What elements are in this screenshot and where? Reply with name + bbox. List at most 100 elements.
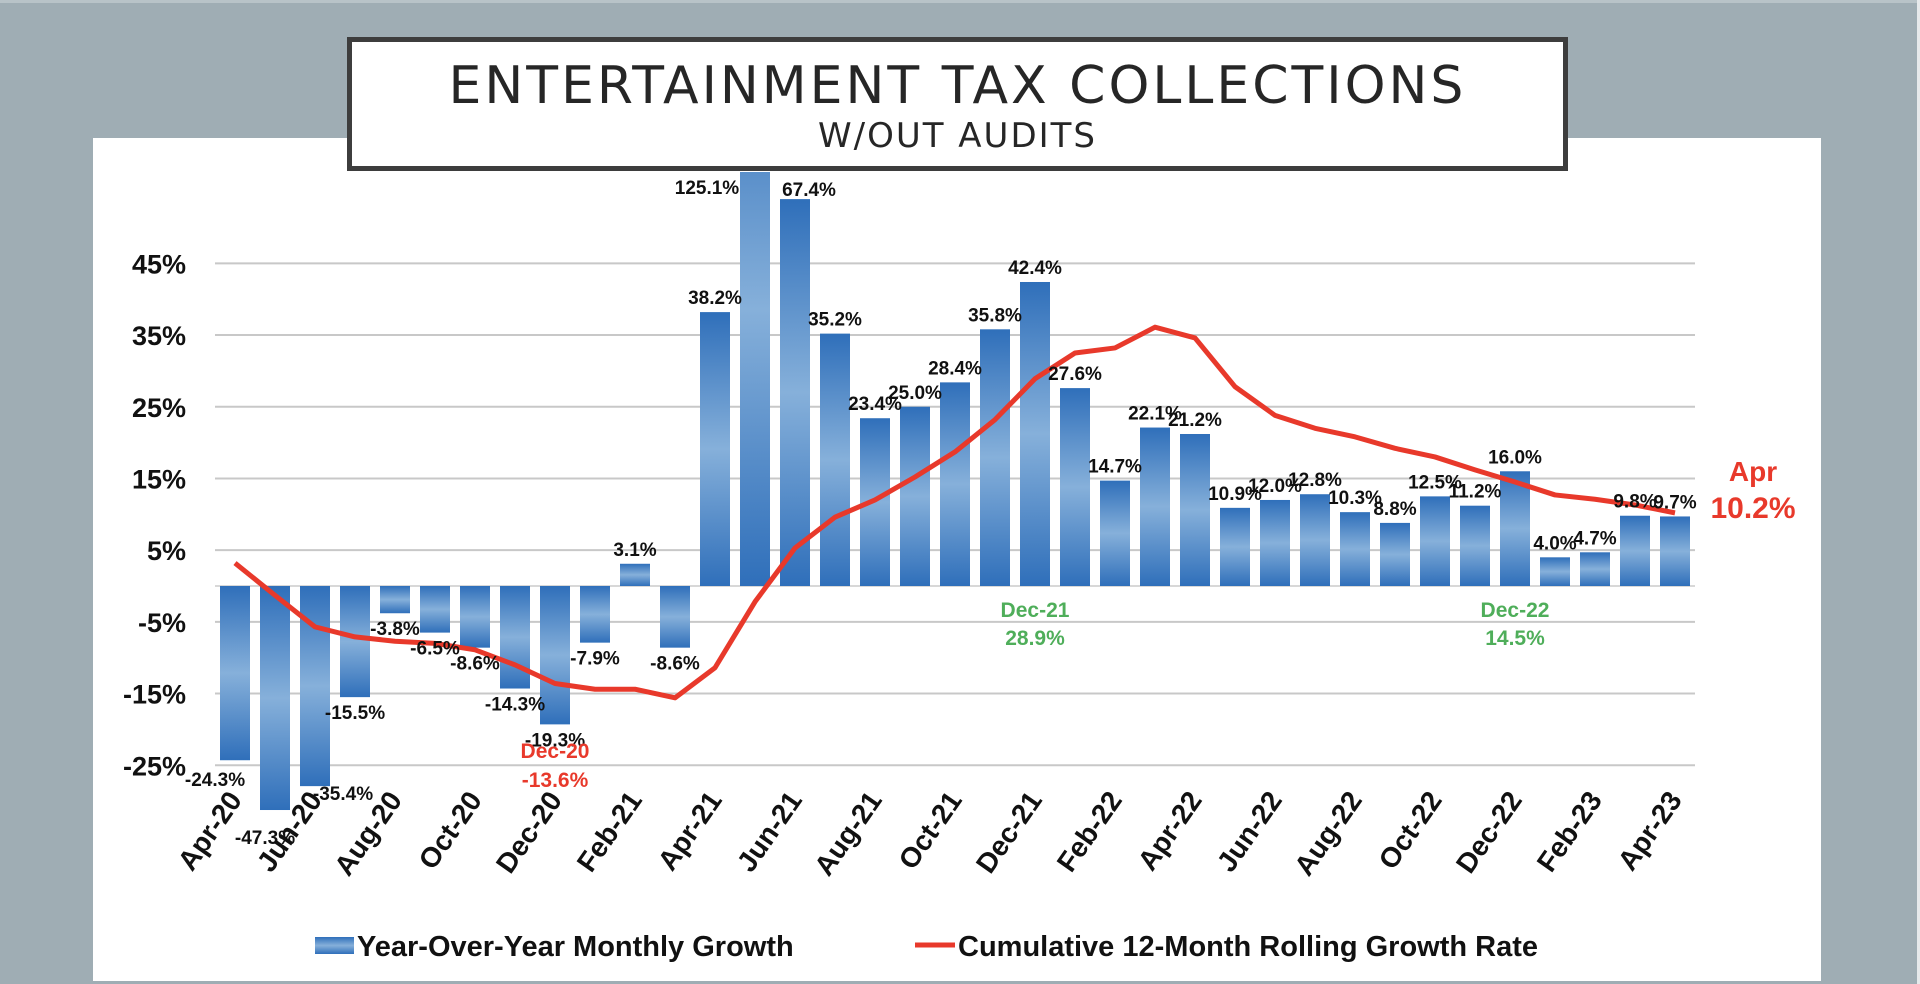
bar-dec-20 <box>540 586 570 725</box>
bar-nov-22 <box>1460 505 1490 586</box>
data-label-dec-22: 16.0% <box>1488 447 1542 468</box>
data-label-nov-21: 35.8% <box>968 305 1022 326</box>
data-label-jan-22: 27.6% <box>1048 364 1102 385</box>
x-axis: Apr-20 Jun-20 Aug-20 Oct-20 Dec-20 Feb-21 Apr-… <box>172 786 1688 882</box>
bar-may-22 <box>1220 507 1250 586</box>
bar-may-20 <box>260 586 290 811</box>
data-label-aug-22: 10.3% <box>1328 488 1382 509</box>
data-label-apr-21: 38.2% <box>688 288 742 309</box>
data-label-nov-20: -14.3% <box>485 695 545 716</box>
y-tick-label: -25% <box>123 751 186 781</box>
bar-may-21 <box>740 172 770 587</box>
data-label-nov-22: 11.2% <box>1449 482 1502 503</box>
annotation-value-dec-22: 14.5% <box>1485 627 1545 650</box>
bar-jan-21 <box>580 586 610 643</box>
y-tick-label: -5% <box>138 608 186 638</box>
chart-title: ENTERTAINMENT TAX COLLECTIONS <box>448 56 1467 116</box>
bar-sep-21 <box>900 406 930 586</box>
data-label-jul-20: -15.5% <box>325 703 385 724</box>
bar-oct-20 <box>460 586 490 648</box>
bar-mar-22 <box>1140 427 1170 586</box>
data-label-sep-21: 25.0% <box>888 383 942 404</box>
annotation-value-dec-21: 28.9% <box>1005 627 1065 650</box>
y-axis: 45% 35% 25% 15% 5% -5% -15% -25% <box>123 249 186 781</box>
data-label-sep-20: -6.5% <box>410 639 460 660</box>
x-tick-label: Dec-20 <box>490 786 568 879</box>
data-label-jun-21: 67.4% <box>782 180 836 201</box>
data-labels: -24.3%-47.3%-35.4%-15.5%-3.8%-6.5%-8.6%-… <box>185 178 1697 849</box>
x-tick-label: Jun-21 <box>731 786 808 878</box>
bar-oct-21 <box>940 382 970 586</box>
x-tick-label: Aug-22 <box>1288 786 1368 882</box>
bar-jul-22 <box>1300 494 1330 586</box>
bar-mar-21 <box>660 586 690 648</box>
x-tick-label: Feb-21 <box>571 786 648 878</box>
bar-sep-20 <box>420 586 450 633</box>
annotation-value-dec-20: -13.6% <box>522 769 589 792</box>
data-label-may-21: 125.1% <box>675 178 740 199</box>
bar-jun-22 <box>1260 499 1290 586</box>
data-label-jun-20: -35.4% <box>313 784 373 805</box>
data-label-aug-20: -3.8% <box>370 619 420 640</box>
data-label-mar-23: 9.8% <box>1613 492 1656 513</box>
x-tick-label: Feb-23 <box>1531 786 1608 878</box>
bar-jun-21 <box>780 199 810 586</box>
data-label-feb-23: 4.7% <box>1573 528 1616 549</box>
data-label-sep-22: 8.8% <box>1373 499 1416 520</box>
x-tick-label: Apr-21 <box>652 786 728 876</box>
data-label-jan-23: 4.0% <box>1533 533 1576 554</box>
x-tick-label: Jun-22 <box>1211 786 1288 878</box>
y-tick-label: 45% <box>132 249 186 279</box>
legend-line-label: Cumulative 12-Month Rolling Growth Rate <box>958 931 1538 963</box>
x-tick-label: Apr-22 <box>1132 786 1208 876</box>
data-label-mar-21: -8.6% <box>650 654 700 675</box>
x-tick-label: Dec-22 <box>1450 786 1528 879</box>
y-tick-label: 5% <box>147 536 186 566</box>
data-label-apr-20: -24.3% <box>185 770 245 791</box>
right-border <box>1917 0 1920 984</box>
data-label-oct-21: 28.4% <box>928 358 982 379</box>
x-tick-label: Feb-22 <box>1051 786 1128 878</box>
y-tick-label: 15% <box>132 464 186 494</box>
bar-apr-21 <box>700 312 730 586</box>
rolling-growth-line <box>233 324 1676 701</box>
annotation-label-dec-22: Dec-22 <box>1481 599 1550 622</box>
data-label-feb-22: 14.7% <box>1088 457 1142 478</box>
bar-oct-22 <box>1420 496 1450 586</box>
legend-bar-label: Year-Over-Year Monthly Growth <box>357 931 794 963</box>
bar-feb-23 <box>1580 552 1610 586</box>
bar-aug-20 <box>380 586 410 614</box>
annotation-label-apr-23: Apr <box>1729 456 1777 487</box>
bar-dec-22 <box>1500 471 1530 586</box>
data-label-oct-20: -8.6% <box>450 654 500 675</box>
y-tick-label: 35% <box>132 321 186 351</box>
annotations: Dec-20 -13.6% Dec-21 28.9% Dec-22 14.5% Apr 10.… <box>521 456 1796 792</box>
bar-jan-23 <box>1540 557 1570 586</box>
data-label-dec-21: 42.4% <box>1008 258 1062 279</box>
data-label-jun-22: 12.0% <box>1248 476 1302 497</box>
y-tick-label: -15% <box>123 680 186 710</box>
bar-sep-22 <box>1380 522 1410 586</box>
bar-dec-21 <box>1020 281 1050 586</box>
bar-feb-22 <box>1100 480 1130 586</box>
data-label-mar-22: 22.1% <box>1128 404 1182 425</box>
top-border <box>0 0 1920 3</box>
legend: Year-Over-Year Monthly Growth Cumulative… <box>315 931 1538 963</box>
bar-nov-20 <box>500 586 530 689</box>
data-label-dec-20: -19.3% <box>525 730 585 751</box>
bar-nov-21 <box>980 329 1010 586</box>
bar-apr-22 <box>1180 433 1210 586</box>
bar-feb-21 <box>620 563 650 586</box>
x-tick-label: Apr-23 <box>1612 786 1688 876</box>
data-label-apr-23: 9.7% <box>1653 492 1696 513</box>
data-label-apr-22: 21.2% <box>1168 410 1222 431</box>
annotation-label-dec-21: Dec-21 <box>1001 599 1070 622</box>
x-tick-label: Dec-21 <box>970 786 1048 879</box>
x-tick-label: Aug-21 <box>808 786 888 882</box>
data-label-feb-21: 3.1% <box>613 540 656 561</box>
chart-subtitle: W/OUT AUDITS <box>818 116 1097 156</box>
y-tick-label: 25% <box>132 393 186 423</box>
data-label-may-22: 10.9% <box>1208 484 1262 505</box>
data-label-oct-22: 12.5% <box>1408 472 1462 493</box>
